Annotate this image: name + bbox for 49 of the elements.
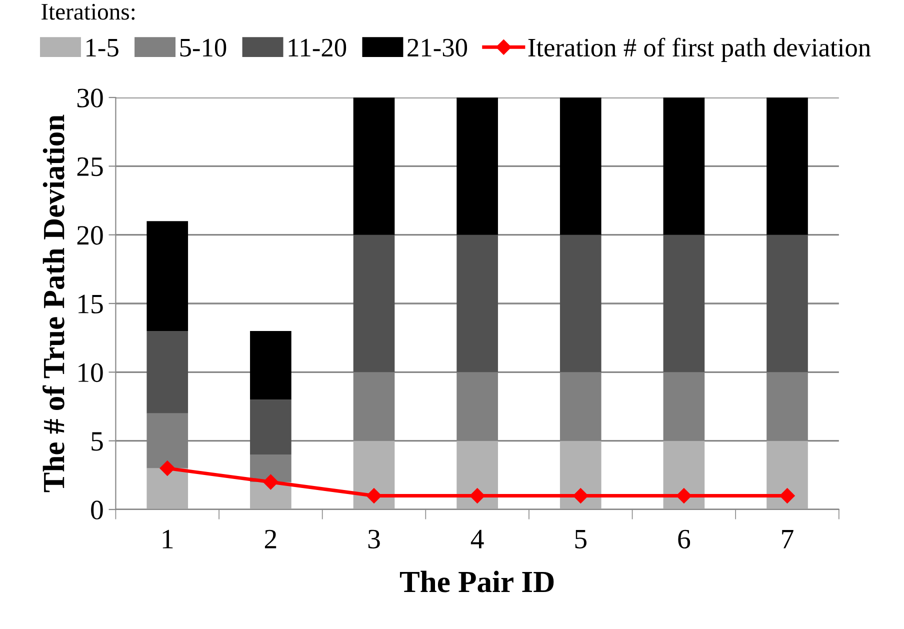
- bar: [456, 97, 498, 235]
- bar: [663, 234, 705, 372]
- point: [676, 488, 692, 504]
- legend-title: Iterations:: [42, 4, 134, 20]
- x-tick-label: 7: [782, 530, 794, 548]
- x-tick-label: 3: [368, 530, 380, 548]
- x-axis-title: The Pair ID: [400, 570, 554, 592]
- bar: [560, 440, 602, 510]
- legend-label: 1-5: [86, 38, 118, 57]
- bar: [353, 234, 395, 372]
- bar: [353, 97, 395, 235]
- legend-label: 21-30: [408, 38, 468, 57]
- x-tick-label: 4: [470, 530, 484, 548]
- bar: [146, 468, 188, 510]
- point: [780, 488, 795, 504]
- legend-label: Iteration # of first path deviation: [528, 38, 871, 62]
- x-tick-label: 6: [678, 530, 690, 548]
- bar: [560, 234, 602, 372]
- legend-label: 5-10: [180, 38, 226, 57]
- x-tick-label: 2: [264, 530, 276, 548]
- y-tick-label: 30: [77, 88, 103, 108]
- y-tick-label: 25: [77, 157, 103, 176]
- bar: [663, 440, 705, 510]
- bar: [456, 234, 498, 372]
- bar: [766, 440, 808, 510]
- bar: [766, 234, 808, 372]
- bar: [663, 97, 705, 235]
- bar: [146, 330, 188, 414]
- point: [160, 460, 175, 476]
- y-tick-label: 10: [78, 363, 103, 382]
- bar: [560, 97, 602, 235]
- bar: [250, 330, 292, 400]
- bar: [766, 97, 808, 235]
- point: [366, 488, 382, 504]
- bar: [456, 440, 498, 510]
- bar: [146, 221, 188, 331]
- y-tick-label: 0: [91, 500, 103, 520]
- y-axis-title: The # of True Path Deviation: [42, 114, 64, 492]
- x-tick-label: 1: [162, 530, 173, 548]
- y-tick-label: 20: [77, 226, 103, 245]
- point: [573, 488, 588, 504]
- x-tick-label: 5: [575, 530, 586, 548]
- y-tick-label: 5: [92, 432, 103, 451]
- legend-label: 11-20: [288, 38, 346, 57]
- bar: [250, 400, 292, 455]
- point: [470, 488, 485, 504]
- point: [263, 474, 278, 490]
- bar: [353, 440, 395, 510]
- y-tick-label: 15: [78, 294, 103, 314]
